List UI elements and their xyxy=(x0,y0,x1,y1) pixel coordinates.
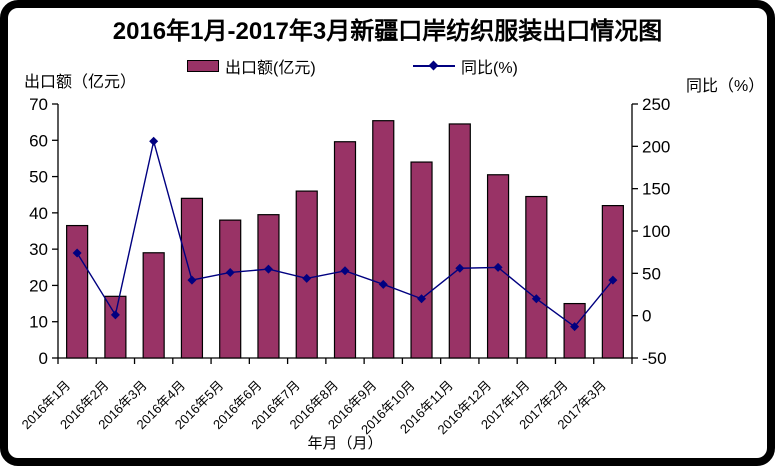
yoy-point-2016年8月 xyxy=(340,266,350,276)
bar-2016年8月 xyxy=(333,141,357,359)
yoy-point-2017年1月 xyxy=(531,294,541,304)
right-tick-label: 100 xyxy=(642,222,670,241)
right-tick-label: 150 xyxy=(642,180,670,199)
right-axis-title: 同比（%） xyxy=(686,78,765,95)
bar-2016年6月 xyxy=(257,214,280,359)
yoy-point-2017年2月 xyxy=(570,322,580,332)
yoy-point-2016年5月 xyxy=(225,267,235,277)
right-tick-label: 50 xyxy=(642,264,661,283)
bar-2016年11月 xyxy=(448,123,471,359)
left-tick-label: 30 xyxy=(29,240,48,259)
legend-item-export: 出口额(亿元) xyxy=(187,54,316,78)
yoy-point-2016年6月 xyxy=(263,264,273,274)
bar-2016年5月 xyxy=(219,219,242,359)
right-tick-label: -50 xyxy=(642,349,667,368)
left-tick-label: 60 xyxy=(29,131,48,150)
bar-2016年3月 xyxy=(142,252,165,359)
left-tick-label: 40 xyxy=(29,204,48,223)
yoy-point-2016年11月 xyxy=(455,263,465,273)
left-axis-title: 出口额（亿元） xyxy=(24,74,137,91)
left-tick-label: 20 xyxy=(29,276,48,295)
yoy-point-2016年9月 xyxy=(378,279,388,289)
left-tick-label: 50 xyxy=(29,168,48,187)
legend-item-yoy: 同比(%) xyxy=(413,54,518,78)
legend-bar-label: 出口额(亿元) xyxy=(225,60,316,77)
yoy-point-2016年2月 xyxy=(110,310,120,320)
yoy-point-2016年4月 xyxy=(187,275,197,285)
yoy-point-2016年1月 xyxy=(72,248,82,258)
right-tick-label: 250 xyxy=(642,95,670,114)
yoy-point-2016年10月 xyxy=(417,294,427,304)
x-axis-title: 年月（月） xyxy=(307,435,383,452)
left-tick-label: 0 xyxy=(39,349,48,368)
line-marker-swatch-icon xyxy=(413,60,455,72)
chart-title: 2016年1月-2017年3月新疆口岸纺织服装出口情况图 xyxy=(112,18,663,45)
left-tick-label: 70 xyxy=(29,95,48,114)
bar-2017年1月 xyxy=(525,195,548,359)
left-tick-label: 10 xyxy=(29,313,48,332)
yoy-point-2016年3月 xyxy=(149,136,159,146)
bar-2016年2月 xyxy=(104,295,127,359)
legend-line-label: 同比(%) xyxy=(461,60,518,77)
yoy-point-2017年3月 xyxy=(608,275,618,285)
bar-2016年10月 xyxy=(410,161,433,359)
bar-swatch-icon xyxy=(187,60,219,72)
right-tick-label: 0 xyxy=(642,307,651,326)
bar-2016年1月 xyxy=(66,224,89,359)
yoy-point-2016年7月 xyxy=(302,273,312,283)
right-tick-label: 200 xyxy=(642,137,670,156)
bar-2016年9月 xyxy=(372,120,395,359)
yoy-point-2016年12月 xyxy=(493,262,503,272)
